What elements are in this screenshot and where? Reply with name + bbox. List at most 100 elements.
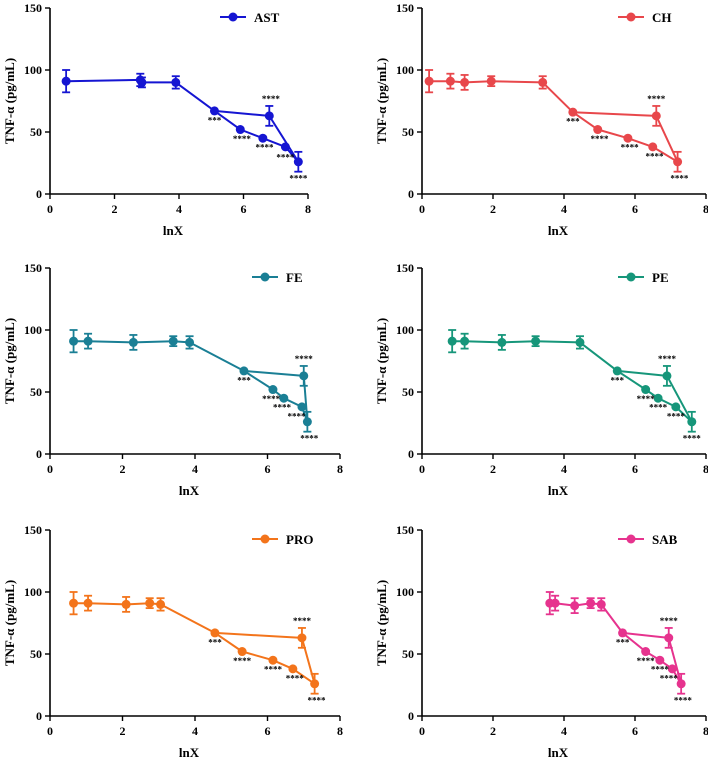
x-tick-label: 0 <box>47 462 53 476</box>
significance-label: **** <box>658 354 677 364</box>
significance-label: **** <box>660 616 679 626</box>
y-tick-label: 50 <box>402 125 414 139</box>
significance-label: **** <box>262 94 281 104</box>
x-tick-label: 2 <box>120 462 126 476</box>
significance-label: **** <box>300 434 319 444</box>
x-tick-label: 2 <box>120 724 126 738</box>
data-point <box>671 402 681 412</box>
y-tick-label: 50 <box>30 125 42 139</box>
data-point <box>258 133 268 143</box>
x-axis-title: lnX <box>548 745 569 760</box>
y-tick-label: 100 <box>396 323 414 337</box>
data-point <box>460 336 470 346</box>
y-tick-label: 100 <box>24 63 42 77</box>
x-tick-label: 2 <box>490 462 496 476</box>
x-tick-label: 6 <box>265 724 271 738</box>
significance-label: *** <box>611 375 625 385</box>
data-point <box>673 157 683 167</box>
data-point <box>137 77 147 87</box>
x-tick-label: 4 <box>192 724 198 738</box>
y-axis-title: TNF-α (pg/mL) <box>374 58 389 144</box>
data-point <box>651 111 661 121</box>
data-point <box>288 664 298 674</box>
data-point <box>128 337 138 347</box>
y-tick-label: 50 <box>402 385 414 399</box>
x-tick-label: 4 <box>176 202 182 216</box>
data-point <box>687 417 697 427</box>
legend-label: SAB <box>652 532 678 547</box>
data-point <box>156 599 166 609</box>
legend-label: PE <box>652 270 669 285</box>
data-point <box>209 106 219 116</box>
legend-label: CH <box>652 10 672 25</box>
y-tick-label: 0 <box>408 447 414 461</box>
data-point <box>61 76 71 86</box>
significance-label: **** <box>233 134 252 144</box>
significance-label: **** <box>288 411 307 421</box>
x-tick-label: 8 <box>337 462 343 476</box>
significance-label: **** <box>637 394 656 404</box>
data-point <box>575 337 585 347</box>
data-point <box>69 336 79 346</box>
data-point <box>667 664 677 674</box>
x-tick-label: 0 <box>47 724 53 738</box>
data-point <box>586 598 596 608</box>
significance-label: **** <box>262 394 281 404</box>
x-tick-label: 8 <box>305 202 311 216</box>
y-tick-label: 150 <box>24 1 42 15</box>
x-tick-label: 6 <box>241 202 247 216</box>
significance-label: **** <box>670 174 689 184</box>
significance-label: *** <box>208 637 222 647</box>
y-axis-title: TNF-α (pg/mL) <box>2 580 17 666</box>
data-point <box>268 385 278 395</box>
x-axis-title: lnX <box>179 483 200 498</box>
x-tick-label: 2 <box>490 202 496 216</box>
y-tick-label: 150 <box>396 1 414 15</box>
data-point <box>239 366 249 376</box>
x-tick-label: 8 <box>337 724 343 738</box>
data-point <box>497 337 507 347</box>
x-tick-label: 6 <box>265 462 271 476</box>
data-point <box>83 336 93 346</box>
significance-label: **** <box>307 696 326 706</box>
significance-label: **** <box>646 151 665 161</box>
data-point <box>447 336 457 346</box>
y-tick-label: 0 <box>36 187 42 201</box>
series-line <box>73 602 316 685</box>
y-tick-label: 150 <box>24 261 42 275</box>
significance-label: **** <box>647 94 666 104</box>
significance-label: **** <box>621 143 640 153</box>
significance-label: **** <box>295 354 314 364</box>
legend-marker <box>626 534 636 544</box>
y-axis-title: TNF-α (pg/mL) <box>374 318 389 404</box>
x-tick-label: 8 <box>703 724 708 738</box>
x-tick-label: 0 <box>47 202 53 216</box>
x-tick-label: 6 <box>632 724 638 738</box>
legend-marker <box>626 272 636 282</box>
data-point <box>570 601 580 611</box>
data-point <box>676 679 686 689</box>
data-point <box>618 628 628 638</box>
data-point <box>593 125 603 135</box>
data-point <box>662 371 672 381</box>
data-point <box>145 598 155 608</box>
data-point <box>185 337 195 347</box>
x-tick-label: 0 <box>419 202 425 216</box>
data-point <box>279 393 289 403</box>
data-point <box>280 142 290 152</box>
legend-label: FE <box>286 270 303 285</box>
y-tick-label: 100 <box>24 323 42 337</box>
y-tick-label: 0 <box>408 187 414 201</box>
x-tick-label: 4 <box>561 724 567 738</box>
y-tick-label: 0 <box>408 709 414 723</box>
data-point <box>237 647 247 657</box>
data-point <box>168 336 178 346</box>
x-tick-label: 0 <box>419 724 425 738</box>
significance-label: **** <box>293 616 312 626</box>
y-tick-label: 150 <box>396 523 414 537</box>
significance-label: **** <box>667 411 686 421</box>
